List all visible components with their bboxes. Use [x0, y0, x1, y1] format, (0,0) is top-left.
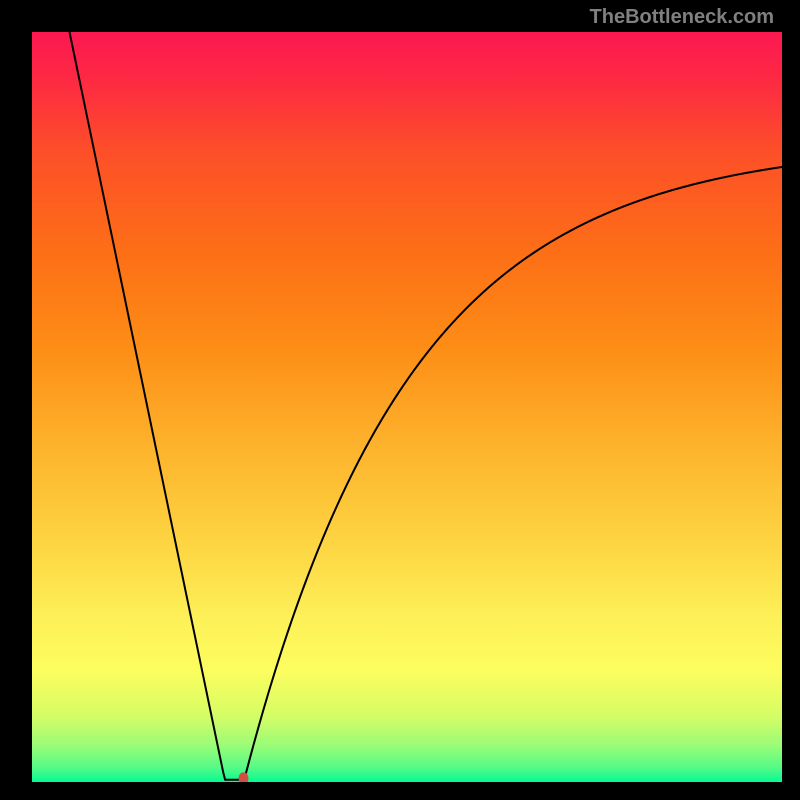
- gradient-background: [32, 32, 782, 782]
- plot-area: [32, 32, 782, 782]
- watermark-text: TheBottleneck.com: [590, 6, 774, 29]
- chart-container: TheBottleneck.com: [0, 0, 800, 800]
